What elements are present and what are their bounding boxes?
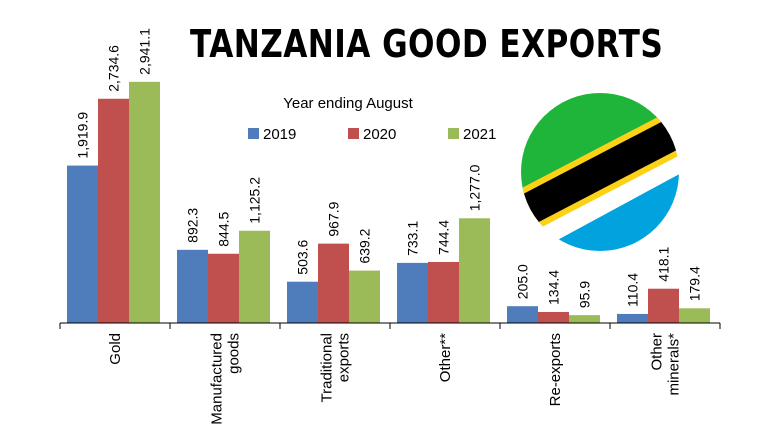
data-label: 639.2 [357,228,373,263]
bar-2019 [177,249,208,323]
data-label: 967.9 [326,201,342,236]
legend-label-2021: 2021 [463,126,496,143]
bar-2019 [397,262,428,323]
category-label: Gold [107,333,124,365]
bar-2021 [459,218,490,323]
bar-2020 [648,288,679,323]
bars: 1,919.9 2,734.6 2,941.1 892.3 844.5 1,125.2 50… [67,28,710,323]
category-label: exports [336,333,353,382]
x-axis: Gold Manufactured goods Traditional exports O… [59,322,721,425]
data-label: 1,125.2 [247,177,263,224]
bar-2021 [239,230,270,323]
data-label: 2,734.6 [106,45,122,92]
bar-2020 [318,243,349,323]
data-label: 134.4 [546,270,562,305]
bar-2021 [679,308,710,323]
category-label: Other [649,333,666,371]
bar-2019 [67,165,98,323]
data-label: 418.1 [656,246,672,281]
bar-2019 [507,306,538,323]
data-label: 503.6 [295,239,311,274]
legend-label-2020: 2020 [363,126,396,143]
data-label: 1,277.0 [467,164,483,211]
bar-2021 [569,315,600,323]
legend-swatch-2020 [348,128,359,139]
legend-label-2019: 2019 [263,126,296,143]
data-label: 892.3 [185,208,201,243]
data-label: 844.5 [216,212,232,247]
category-label: Re-exports [547,333,564,406]
flag-black [521,93,679,251]
legend: 2019 2020 2021 [248,126,496,143]
data-label: 733.1 [405,221,421,256]
category-label: minerals* [666,333,683,396]
data-label: 205.0 [515,264,531,299]
data-label: 2,941.1 [137,28,153,75]
legend-swatch-2019 [248,128,259,139]
category-label: Other** [437,333,454,382]
bar-2020 [208,253,239,323]
legend-swatch-2021 [448,128,459,139]
flag-blue [521,152,679,251]
bar-2020 [98,98,129,323]
category-label: Traditional [319,333,336,402]
bar-2020 [538,311,569,323]
data-label: 95.9 [577,281,593,308]
data-label: 110.4 [625,273,641,307]
data-label: 1,919.9 [75,112,91,159]
bar-2021 [349,270,380,323]
bar-2020 [428,261,459,323]
data-label: 179.4 [687,266,703,301]
category-label: goods [226,333,243,374]
bar-2019 [287,281,318,323]
chart-subtitle: Year ending August [283,95,413,112]
data-label: 744.4 [436,220,452,255]
bar-2021 [129,81,160,323]
category-label: Manufactured [209,333,226,425]
bar-2019 [617,313,648,323]
tanzania-flag-icon [521,93,679,251]
